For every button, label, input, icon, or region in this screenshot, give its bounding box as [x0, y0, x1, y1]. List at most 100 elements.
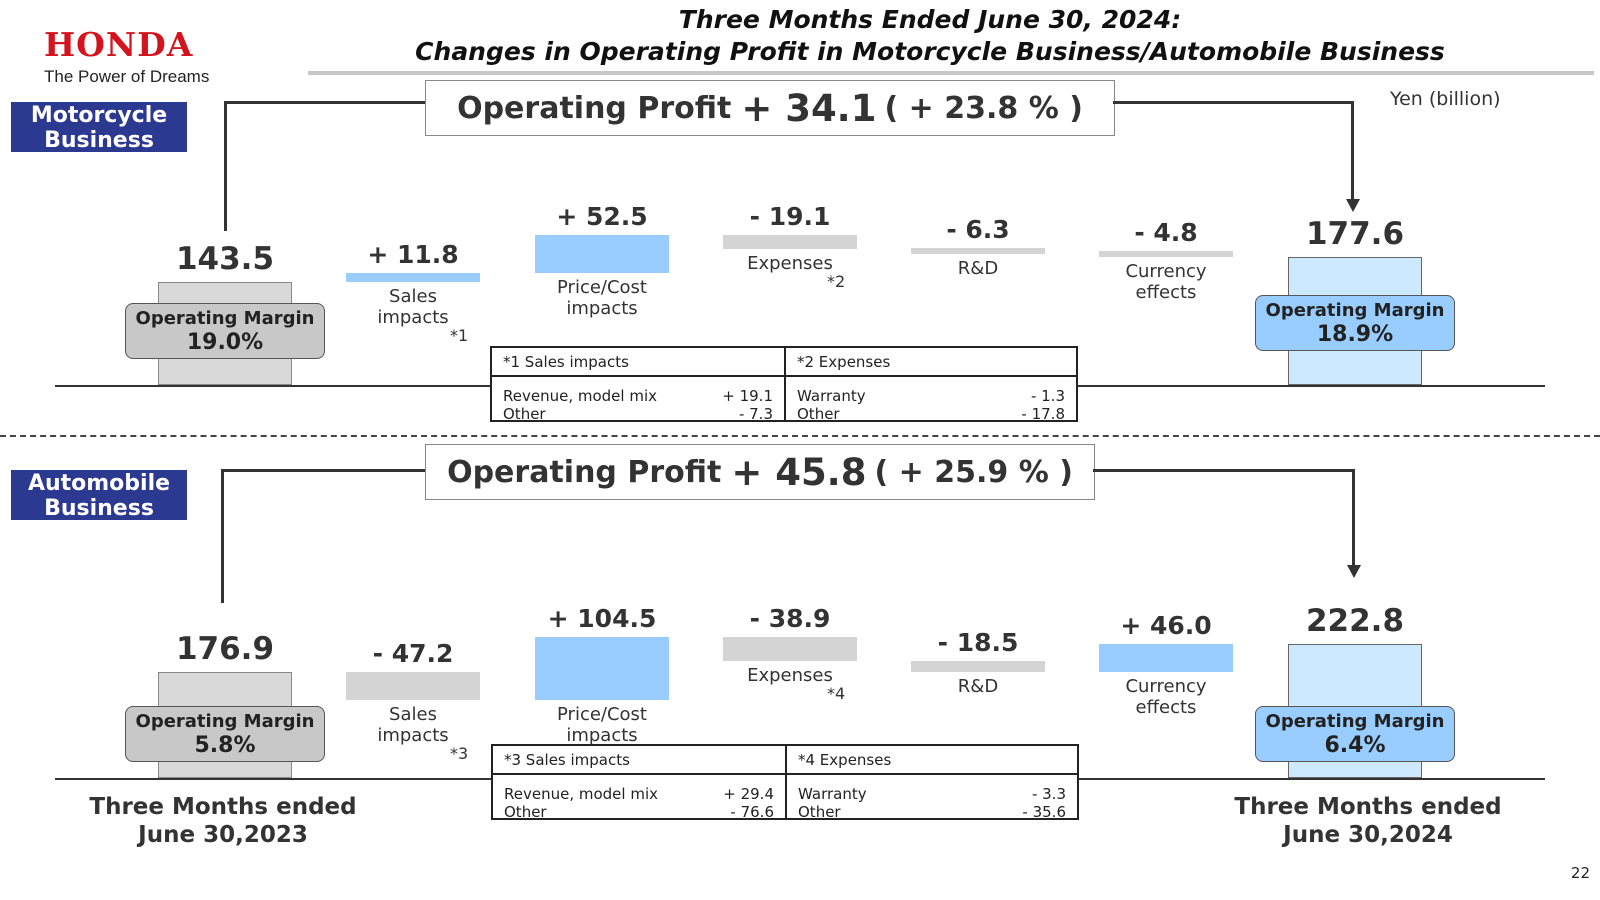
section-label: Motorcycle Business [11, 102, 187, 153]
arrow-down-icon [1347, 565, 1361, 578]
operating-margin-value: 19.0% [186, 330, 264, 355]
period-label-start-text: Three Months ended June 30,2023 [89, 794, 357, 848]
connector-line-left [221, 469, 426, 472]
operating-profit-change: + 34.1 [741, 86, 877, 130]
waterfall-delta-bar [1099, 251, 1233, 258]
bar-value-label: - 38.9 [749, 604, 831, 634]
notes-header: *3 Sales impacts [493, 746, 785, 775]
notes-row-label: Other [798, 803, 841, 821]
operating-margin-value: 18.9% [1316, 322, 1394, 347]
notes-column-expenses: *2 Expenses Warranty - 1.3 Other - 17.8 [786, 348, 1076, 423]
automobile-section: Automobile Business Operating Profit + 4… [11, 444, 1545, 821]
bar-value-label: + 52.5 [556, 202, 648, 232]
notes-row-value: - 3.3 [1031, 785, 1066, 803]
notes-row: Warranty - 1.3 [786, 387, 1076, 405]
bar-value-label: + 104.5 [547, 604, 657, 634]
bar-category-label: R&D [957, 257, 999, 279]
bar-category-label: Expenses [747, 253, 833, 275]
notes-row-value: - 17.8 [1021, 405, 1065, 423]
section-divider [0, 435, 1600, 437]
bar-category-label: Currency effects [1125, 675, 1207, 718]
bar-value-label: - 18.5 [937, 627, 1019, 657]
bar-value-label: 143.5 [175, 240, 275, 277]
bar-value-label: 222.8 [1305, 603, 1405, 640]
footnote-reference: *3 [450, 744, 469, 764]
notes-row-label: Warranty [797, 387, 866, 405]
bar-value-label: 177.6 [1305, 216, 1405, 253]
motorcycle-section: Motorcycle Business Operating Profit + 3… [11, 80, 1545, 423]
waterfall-delta-bar [723, 637, 857, 661]
notes-column-sales: *3 Sales impacts Revenue, model mix + 29.… [493, 746, 787, 821]
operating-margin-label: Operating Margin [1265, 300, 1445, 321]
page-title-line1: Three Months Ended June 30, 2024: [678, 5, 1182, 34]
operating-profit-percent: ( + 25.9 % ) [874, 454, 1073, 490]
bar-category-label: Price/Cost impacts [557, 277, 647, 320]
operating-margin-label: Operating Margin [135, 308, 315, 329]
waterfall-delta-bar [1099, 644, 1233, 672]
connector-line-left-vertical [224, 101, 227, 231]
notes-row-label: Other [504, 803, 547, 821]
waterfall-delta-bar [911, 660, 1045, 672]
notes-row-label: Warranty [798, 785, 867, 803]
operating-margin-badge: Operating Margin 19.0% [125, 303, 325, 359]
bar-value-label: + 11.8 [367, 240, 459, 270]
notes-table: *3 Sales impacts Revenue, model mix + 29.… [491, 744, 1079, 821]
notes-row-value: + 19.1 [722, 387, 773, 405]
bar-value-label: - 4.8 [1134, 218, 1198, 248]
operating-margin-badge: Operating Margin 18.9% [1255, 295, 1455, 351]
page-number: 22 [1570, 864, 1590, 882]
notes-header: *1 Sales impacts [492, 348, 784, 377]
logo-tagline: The Power of Dreams [44, 67, 210, 86]
notes-row-value: - 7.3 [738, 405, 773, 423]
waterfall-delta-bar [911, 247, 1045, 254]
operating-margin-badge: Operating Margin 5.8% [125, 706, 325, 762]
waterfall-delta-bar [723, 235, 857, 250]
logo-wordmark: HONDA [44, 25, 194, 64]
bar-category-label: Currency effects [1125, 261, 1207, 304]
notes-header: *4 Expenses [787, 746, 1077, 775]
notes-row: Other - 76.6 [493, 803, 785, 821]
notes-row-value: + 29.4 [723, 785, 774, 803]
operating-profit-label: Operating Profit [457, 90, 732, 126]
notes-row-label: Revenue, model mix [504, 785, 658, 803]
connector-line-right-vertical [1352, 469, 1355, 566]
connector-line-left-vertical [221, 469, 224, 603]
notes-table: *1 Sales impacts Revenue, model mix + 19.… [490, 346, 1078, 423]
title-underline [308, 71, 1594, 75]
notes-row: Other - 7.3 [492, 405, 784, 423]
period-label-start: Three Months ended June 30,2023 [73, 793, 373, 849]
notes-row-value: - 1.3 [1030, 387, 1065, 405]
notes-column-sales: *1 Sales impacts Revenue, model mix + 19.… [492, 348, 786, 423]
notes-row-label: Other [797, 405, 840, 423]
notes-row-value: - 35.6 [1022, 803, 1066, 821]
waterfall-delta-bar [346, 273, 480, 282]
connector-line-right [1113, 101, 1354, 104]
notes-header: *2 Expenses [786, 348, 1076, 377]
notes-row: Other - 35.6 [787, 803, 1077, 821]
connector-line-left [224, 101, 426, 104]
notes-row-label: Other [503, 405, 546, 423]
notes-row: Revenue, model mix + 19.1 [492, 387, 784, 405]
bar-category-label: Expenses [747, 664, 833, 686]
bar-category-label: Sales impacts [377, 704, 449, 747]
waterfall-delta-bar [535, 235, 669, 274]
section-label: Automobile Business [11, 470, 187, 521]
bar-value-label: - 47.2 [372, 638, 454, 668]
operating-profit-box: Operating Profit + 34.1 ( + 23.8 % ) [425, 80, 1115, 136]
honda-logo: HONDA The Power of Dreams [44, 28, 274, 88]
bar-category-label: R&D [957, 675, 999, 697]
notes-row: Other - 17.8 [786, 405, 1076, 423]
footnote-reference: *4 [827, 683, 846, 703]
page-title-line2: Changes in Operating Profit in Motorcycl… [415, 37, 1445, 66]
notes-row: Revenue, model mix + 29.4 [493, 785, 785, 803]
page-title: Three Months Ended June 30, 2024: Change… [300, 4, 1560, 68]
operating-margin-value: 6.4% [1324, 733, 1386, 758]
operating-profit-box: Operating Profit + 45.8 ( + 25.9 % ) [425, 444, 1095, 500]
operating-margin-value: 5.8% [194, 733, 256, 758]
bar-value-label: - 19.1 [749, 202, 831, 232]
footnote-reference: *2 [827, 272, 846, 292]
operating-margin-badge: Operating Margin 6.4% [1255, 706, 1455, 762]
arrow-down-icon [1346, 199, 1360, 212]
bar-value-label: 176.9 [175, 630, 275, 667]
notes-column-expenses: *4 Expenses Warranty - 3.3 Other - 35.6 [787, 746, 1077, 821]
